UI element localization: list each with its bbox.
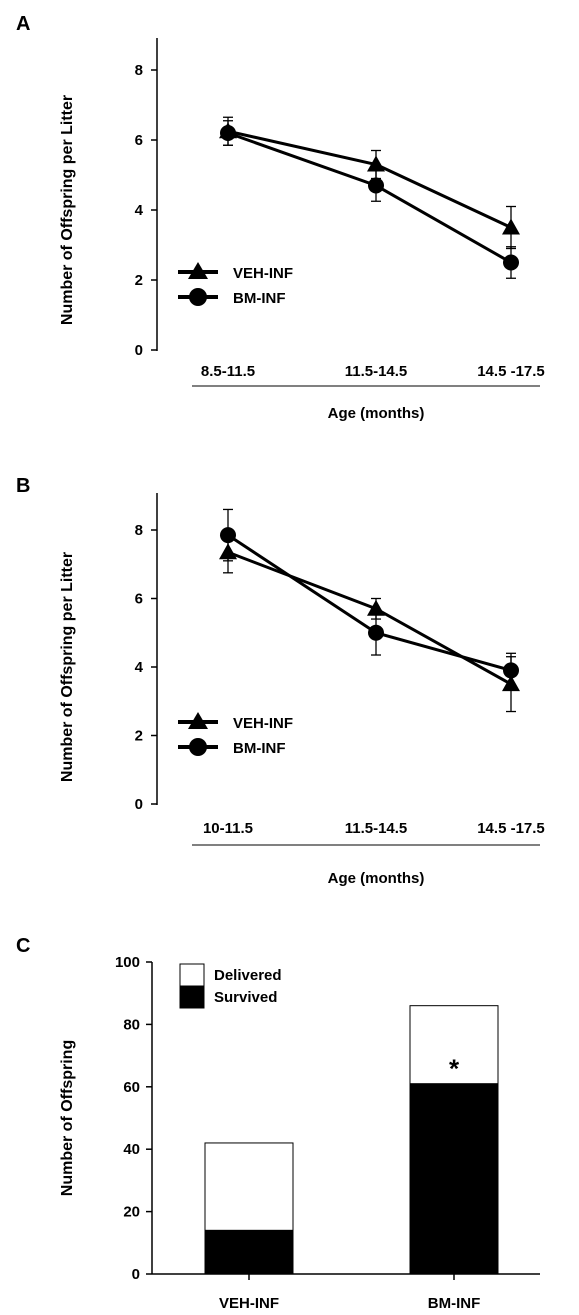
series-line-veh-inf	[227, 550, 512, 686]
y-axis-label: Number of Offspring	[59, 1040, 76, 1196]
data-point-circle	[503, 254, 519, 271]
series-line-bm-inf	[227, 131, 512, 264]
legend-label: BM-INF	[233, 740, 286, 757]
y-axis-label: Number of Offspring per Litter	[59, 95, 76, 325]
panel-c-bar-chart: 0 20 40 60 80 100 Number of Offspring VEH-INF BM…	[59, 954, 540, 1312]
legend-label: VEH-INF	[233, 265, 293, 282]
y-tick-label: 2	[135, 728, 143, 745]
x-category-label: BM-INF	[428, 1295, 481, 1312]
y-tick-label: 100	[115, 954, 140, 971]
x-category-label: 11.5-14.5	[345, 820, 408, 837]
panel-a-letter: A	[16, 13, 30, 35]
y-tick-label: 20	[123, 1204, 140, 1221]
y-axis-label: Number of Offspring per Litter	[59, 552, 76, 782]
legend-swatch-delivered	[179, 963, 205, 987]
data-point-circle	[368, 624, 384, 641]
data-point-circle	[220, 527, 236, 544]
y-tick-label: 8	[135, 522, 143, 539]
bar-survived	[409, 1083, 499, 1275]
legend-label: Delivered	[214, 967, 282, 984]
y-tick-label: 0	[135, 342, 143, 359]
x-category-label: 11.5-14.5	[345, 363, 408, 380]
y-tick-label: 6	[135, 132, 143, 149]
bar-survived	[204, 1229, 294, 1275]
data-point-triangle	[367, 599, 385, 616]
y-tick-label: 80	[123, 1016, 140, 1033]
x-axis-label: Age (months)	[328, 405, 425, 422]
panel-b-line-chart: 0 2 4 6 8 Number of Offspring per Litter 10-11…	[59, 493, 545, 887]
legend-triangle-icon	[188, 262, 208, 279]
y-tick-label: 4	[135, 659, 144, 676]
panel-b-letter: B	[16, 475, 30, 497]
series-line-veh-inf	[227, 129, 512, 229]
data-point-circle	[368, 177, 384, 194]
x-category-label: VEH-INF	[219, 1295, 279, 1312]
panel-a-line-chart: 0 2 4 6 8 Number of Offspring per Litter 8.5-1…	[59, 38, 545, 422]
y-tick-label: 4	[135, 202, 144, 219]
data-point-circle	[220, 125, 236, 141]
panel-c-letter: C	[16, 935, 30, 957]
x-axis-label: Age (months)	[328, 870, 425, 887]
y-tick-label: 40	[123, 1141, 140, 1158]
y-tick-label: 2	[135, 272, 143, 289]
y-tick-label: 6	[135, 591, 143, 608]
y-tick-label: 0	[135, 796, 143, 813]
significance-asterisk: *	[449, 1054, 460, 1084]
legend-circle-icon	[189, 288, 207, 306]
x-category-label: 10-11.5	[203, 820, 253, 837]
series-line-bm-inf	[227, 533, 512, 672]
legend-label: VEH-INF	[233, 715, 293, 732]
legend-swatch-survived	[179, 985, 205, 1009]
data-point-circle	[503, 662, 519, 679]
data-point-triangle	[367, 155, 385, 172]
legend-triangle-icon	[188, 712, 208, 729]
y-tick-label: 8	[135, 62, 143, 79]
x-category-label: 14.5 -17.5	[477, 820, 545, 837]
legend-label: Survived	[214, 989, 277, 1006]
y-tick-label: 0	[132, 1266, 140, 1283]
x-category-label: 8.5-11.5	[201, 363, 255, 380]
legend-circle-icon	[189, 738, 207, 756]
x-category-label: 14.5 -17.5	[477, 363, 545, 380]
y-tick-label: 60	[123, 1079, 140, 1096]
data-point-triangle	[502, 218, 520, 235]
legend-label: BM-INF	[233, 290, 286, 307]
